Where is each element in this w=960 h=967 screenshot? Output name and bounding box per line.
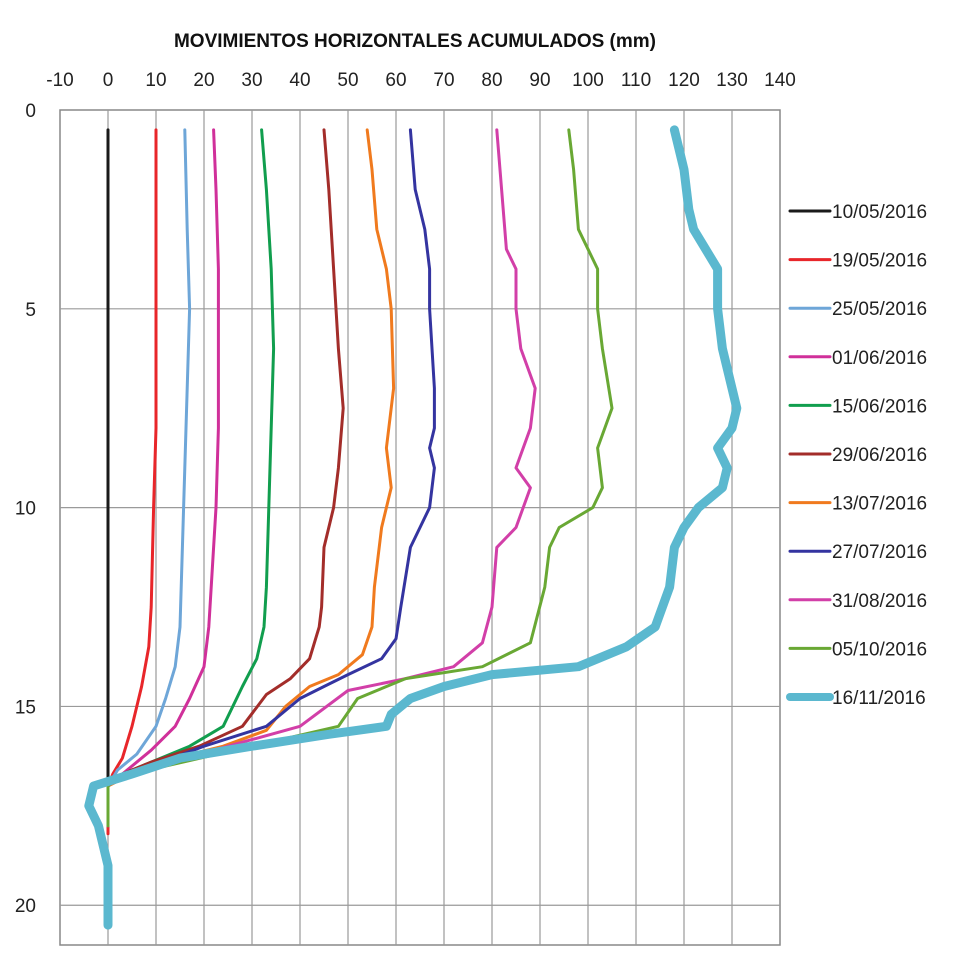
x-tick-label: 130: [716, 70, 748, 91]
legend-label: 15/06/2016: [832, 396, 927, 417]
x-tick-labels: -10 0 10 20 30 40 50 60 70 80 90 100 110 120 130 140: [46, 70, 796, 91]
x-tick-label: 30: [241, 70, 262, 91]
series-line-4: [106, 128, 220, 828]
legend-label: 01/06/2016: [832, 348, 927, 369]
legend-label: 13/07/2016: [832, 494, 927, 515]
legend-label: 31/08/2016: [832, 591, 927, 612]
series-lines: [84, 125, 742, 930]
x-tick-label: 70: [433, 70, 454, 91]
legend-label: 19/05/2016: [832, 251, 927, 272]
x-tick-label: -10: [46, 70, 73, 91]
chart-title: MOVIMIENTOS HORIZONTALES ACUMULADOS (mm): [174, 31, 656, 52]
x-tick-label: 140: [764, 70, 796, 91]
legend-label: 25/05/2016: [832, 299, 927, 320]
legend-label: 27/07/2016: [832, 542, 927, 563]
y-tick-labels: 0 5 10 15 20: [15, 101, 36, 917]
legend-label: 10/05/2016: [832, 202, 927, 223]
series-line-6: [106, 128, 345, 828]
x-tick-label: 60: [385, 70, 406, 91]
x-tick-label: 20: [193, 70, 214, 91]
y-tick-label: 10: [15, 499, 36, 520]
series-line-11: [84, 125, 742, 930]
legend-label: 16/11/2016: [832, 688, 926, 709]
x-tick-label: 0: [103, 70, 114, 91]
series-line-2: [106, 128, 158, 836]
x-tick-label: 50: [337, 70, 358, 91]
x-tick-label: 110: [621, 70, 651, 91]
y-tick-label: 20: [15, 896, 36, 917]
x-tick-label: 120: [668, 70, 700, 91]
x-tick-label: 10: [145, 70, 166, 91]
x-tick-label: 100: [572, 70, 604, 91]
legend-label: 05/10/2016: [832, 639, 927, 660]
y-tick-label: 5: [25, 300, 36, 321]
legend-label: 29/06/2016: [832, 445, 927, 466]
series-line-3: [106, 128, 192, 828]
legend: 10/05/2016 19/05/2016 25/05/2016 01/06/2016…: [786, 202, 927, 709]
x-tick-label: 90: [529, 70, 550, 91]
x-tick-label: 80: [481, 70, 502, 91]
x-tick-label: 40: [289, 70, 310, 91]
y-tick-label: 0: [25, 101, 36, 122]
y-tick-label: 15: [15, 697, 36, 718]
